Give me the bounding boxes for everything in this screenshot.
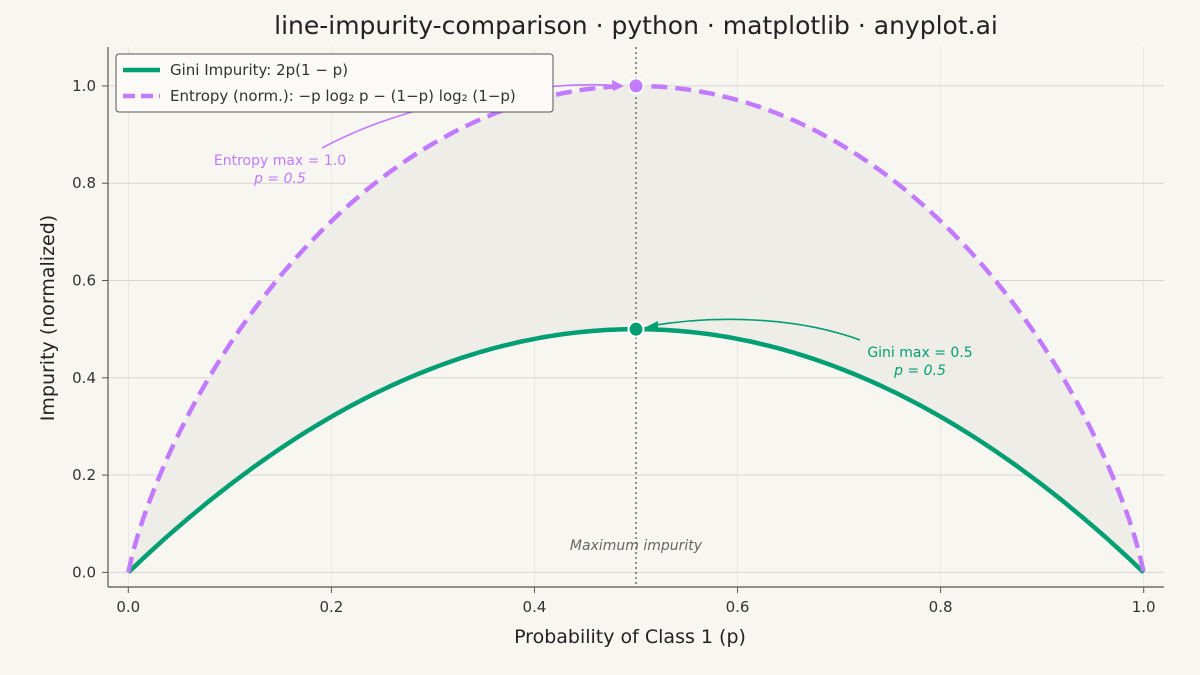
y-tick-label: 0.4 <box>72 369 96 387</box>
y-tick-label: 0.0 <box>72 563 96 581</box>
gini-max-label: Gini max = 0.5 <box>867 345 972 361</box>
data-points-layer <box>627 77 645 338</box>
y-tick-label: 0.2 <box>72 466 96 484</box>
x-tick-label: 0.2 <box>319 598 343 616</box>
ticks-layer: 0.0 0.2 0.4 0.6 0.8 1.0 0.0 0.2 0.4 0.6 0.8 1.0 <box>72 77 1155 616</box>
chart-title: line-impurity-comparison · python · matp… <box>274 11 998 40</box>
gini-max-arrowhead <box>646 321 658 332</box>
legend-entropy-label: Entropy (norm.): −p log₂ p − (1−p) log₂ … <box>170 87 516 105</box>
y-tick-label: 1.0 <box>72 77 96 95</box>
entropy-max-marker <box>627 77 645 95</box>
legend-gini-label: Gini Impurity: 2p(1 − p) <box>170 61 348 79</box>
y-tick-label: 0.6 <box>72 272 96 290</box>
x-tick-label: 0.8 <box>929 598 953 616</box>
legend: Gini Impurity: 2p(1 − p) Entropy (norm.)… <box>115 53 554 113</box>
x-axis-label: Probability of Class 1 (p) <box>514 626 746 648</box>
y-tick-label: 0.8 <box>72 174 96 192</box>
entropy-max-label: Entropy max = 1.0 <box>214 153 346 169</box>
x-tick-label: 0.6 <box>726 598 750 616</box>
gini-max-arrow <box>649 318 861 341</box>
x-tick-label: 0.0 <box>116 598 140 616</box>
legend-box <box>115 53 554 113</box>
entropy-max-p-label: p = 0.5 <box>253 171 306 187</box>
x-tick-label: 0.4 <box>523 598 547 616</box>
entropy-max-arrowhead <box>612 80 624 91</box>
gini-max-p-label: p = 0.5 <box>893 363 946 379</box>
y-axis-label: Impurity (normalized) <box>37 215 59 421</box>
max-impurity-label: Maximum impurity <box>570 538 703 554</box>
gini-max-marker <box>627 320 645 338</box>
x-tick-label: 1.0 <box>1132 598 1156 616</box>
